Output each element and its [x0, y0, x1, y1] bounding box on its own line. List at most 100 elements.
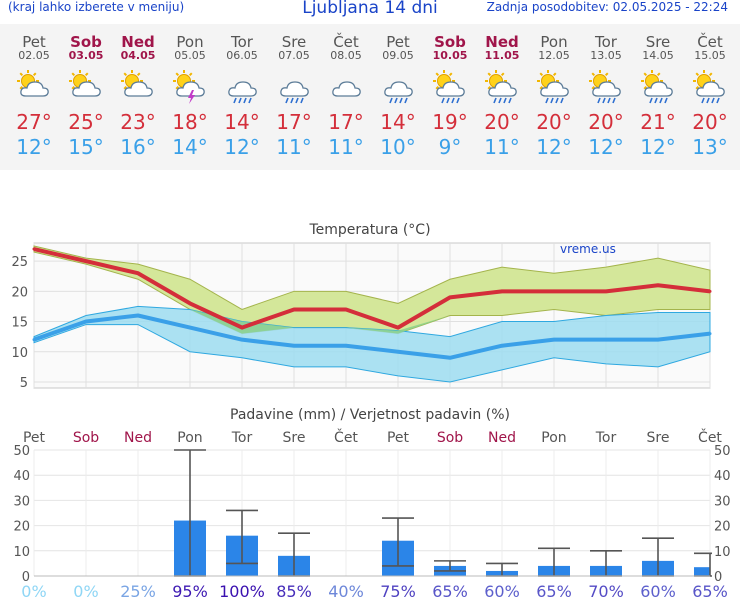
day-column: Sob 03.05 25° 15°	[60, 34, 112, 160]
sun-rain-icon	[432, 68, 468, 104]
data-point	[32, 247, 36, 251]
cloud-icon	[328, 68, 364, 104]
data-point	[292, 307, 296, 311]
data-point	[604, 289, 608, 293]
min-temperature: 12°	[640, 135, 676, 159]
day-label: Pon	[177, 430, 202, 446]
day-label: Sre	[647, 430, 670, 446]
day-column: Tor 06.05 14° 12°	[216, 34, 268, 160]
max-temperature: 17°	[328, 110, 364, 134]
data-point	[448, 295, 452, 299]
day-column: Čet 15.05 20° 13°	[684, 34, 736, 160]
day-date: 15.05	[694, 49, 726, 62]
max-temperature: 20°	[536, 110, 572, 134]
probability-label: 0%	[73, 582, 98, 600]
probability-label: 95%	[172, 582, 208, 600]
rain-cloud-icon	[224, 68, 260, 104]
day-name: Čet	[697, 33, 723, 51]
day-label: Sob	[73, 430, 99, 446]
day-label: Tor	[595, 430, 617, 446]
min-temperature: 16°	[120, 135, 156, 159]
day-date: 07.05	[278, 49, 310, 62]
y-tick-label-right: 20	[714, 520, 731, 535]
day-name: Ned	[121, 33, 155, 51]
y-tick-label-right: 50	[714, 444, 731, 459]
day-date: 06.05	[226, 49, 258, 62]
day-name: Ned	[485, 33, 519, 51]
data-point	[500, 344, 504, 348]
data-point	[604, 338, 608, 342]
sun-rain-icon	[536, 68, 572, 104]
min-temperature: 13°	[692, 135, 728, 159]
min-temperature: 11°	[276, 135, 312, 159]
day-column: Ned 04.05 23° 16°	[112, 34, 164, 160]
day-date: 02.05	[18, 49, 50, 62]
chart-title: Padavine (mm) / Verjetnost padavin (%)	[230, 407, 510, 423]
y-tick-label: 15	[11, 316, 28, 331]
day-name: Sre	[281, 33, 307, 51]
min-temperature-line	[33, 313, 711, 360]
day-label: Sob	[437, 430, 463, 446]
sun-cloud-icon	[16, 68, 52, 104]
probability-label: 60%	[640, 582, 676, 600]
probability-label: 100%	[219, 582, 265, 600]
data-point	[448, 356, 452, 360]
data-point	[84, 259, 88, 263]
day-label: Pet	[387, 430, 410, 446]
max-temperature: 19°	[432, 110, 468, 134]
probability-label: 65%	[536, 582, 572, 600]
y-tick-label-right: 30	[714, 494, 731, 509]
rain-cloud-icon	[276, 68, 312, 104]
rain-cloud-icon	[380, 68, 416, 104]
probability-label: 60%	[484, 582, 520, 600]
data-point	[240, 338, 244, 342]
data-point	[656, 338, 660, 342]
probability-label: 65%	[692, 582, 728, 600]
sun-cloud-icon	[120, 68, 156, 104]
sun-rain-icon	[588, 68, 624, 104]
data-point	[500, 289, 504, 293]
y-tick-label: 5	[20, 376, 28, 391]
day-name: Sob	[70, 33, 102, 51]
min-temperature: 15°	[68, 135, 104, 159]
data-point	[396, 350, 400, 354]
day-date: 10.05	[432, 49, 468, 62]
day-column: Pet 02.05 27° 12°	[8, 34, 60, 160]
day-label: Tor	[231, 430, 253, 446]
data-point	[240, 326, 244, 330]
max-temperature: 18°	[172, 110, 208, 134]
max-temperature: 20°	[484, 110, 520, 134]
day-column: Pon 05.05 18° 14°	[164, 34, 216, 160]
day-date: 03.05	[68, 49, 104, 62]
day-column: Sre 07.05 17° 11°	[268, 34, 320, 160]
day-column: Tor 13.05 20° 12°	[580, 34, 632, 160]
data-point	[136, 314, 140, 317]
data-point	[136, 271, 140, 275]
max-temperature: 20°	[588, 110, 624, 134]
day-label: Ned	[124, 430, 152, 446]
max-temperature: 20°	[692, 110, 728, 134]
min-temperature: 9°	[438, 135, 462, 159]
sun-rain-icon	[692, 68, 728, 104]
y-tick-label: 50	[13, 444, 30, 459]
day-date: 13.05	[590, 49, 622, 62]
data-point	[188, 301, 192, 305]
y-tick-label: 40	[13, 469, 30, 484]
day-date: 11.05	[484, 49, 520, 62]
daily-forecast-strip: Pet 02.05 27° 12° Sob 03.05 25° 15° Ned 04.05 23° 1…	[0, 24, 740, 170]
max-temperature: 17°	[276, 110, 312, 134]
sun-rain-icon	[484, 68, 520, 104]
y-tick-label-right: 40	[714, 469, 731, 484]
y-tick-label: 0	[22, 570, 30, 585]
day-name: Tor	[231, 33, 253, 51]
band-overlap	[34, 252, 710, 334]
day-label: Pon	[541, 430, 566, 446]
day-date: 12.05	[538, 49, 570, 62]
y-tick-label: 20	[11, 285, 28, 300]
data-point	[344, 344, 348, 348]
min-temperature: 12°	[16, 135, 52, 159]
data-point	[84, 320, 88, 324]
max-temperature-line	[33, 247, 711, 330]
day-name: Tor	[595, 33, 617, 51]
max-temperature: 21°	[640, 110, 676, 134]
